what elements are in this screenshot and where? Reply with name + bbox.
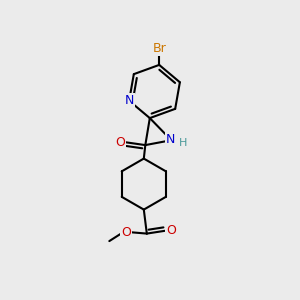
- Text: H: H: [178, 138, 187, 148]
- Text: O: O: [166, 224, 176, 237]
- Text: O: O: [121, 226, 131, 238]
- Text: O: O: [115, 136, 125, 148]
- Text: N: N: [166, 133, 176, 146]
- Text: N: N: [124, 94, 134, 107]
- Text: Br: Br: [152, 42, 166, 55]
